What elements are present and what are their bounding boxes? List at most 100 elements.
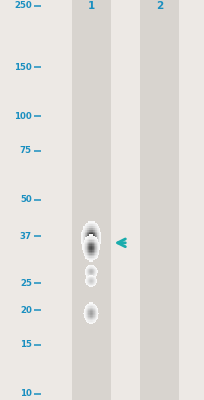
Bar — [95, 240, 96, 242]
Bar — [88, 308, 89, 309]
Bar — [87, 316, 88, 318]
Bar — [94, 275, 95, 276]
Bar — [85, 246, 86, 247]
Bar — [94, 270, 95, 272]
Bar — [88, 266, 89, 268]
Bar — [86, 235, 87, 237]
Bar — [92, 304, 93, 305]
Bar — [92, 266, 93, 268]
Bar — [92, 275, 93, 276]
Bar — [92, 272, 93, 273]
Bar — [83, 249, 84, 250]
Bar — [89, 277, 90, 278]
Bar — [90, 232, 91, 233]
Bar — [91, 272, 92, 273]
Bar — [89, 276, 90, 277]
Bar — [96, 252, 97, 253]
Bar — [88, 235, 89, 237]
Bar — [88, 251, 89, 253]
Bar — [93, 256, 94, 258]
Bar — [96, 250, 97, 252]
Bar — [99, 246, 100, 247]
Bar — [85, 315, 86, 316]
Bar — [87, 311, 88, 313]
Bar — [92, 280, 93, 282]
Bar — [89, 223, 90, 224]
Bar — [93, 268, 94, 270]
Bar — [88, 274, 89, 275]
Bar — [88, 233, 89, 235]
Bar — [84, 253, 85, 255]
Bar — [87, 247, 88, 249]
Bar — [92, 305, 93, 306]
Bar — [87, 285, 88, 286]
Bar — [96, 309, 97, 310]
Bar — [88, 243, 89, 244]
Bar — [87, 283, 88, 284]
Bar — [90, 244, 91, 246]
Bar — [87, 236, 88, 237]
Bar — [84, 249, 85, 251]
Bar — [94, 280, 95, 282]
Bar — [97, 246, 98, 248]
Bar — [90, 273, 91, 274]
Bar — [84, 272, 85, 273]
Bar — [86, 223, 87, 224]
Bar — [100, 239, 101, 240]
Bar — [94, 268, 95, 270]
Bar — [92, 320, 93, 322]
Bar — [88, 223, 89, 224]
Bar — [97, 270, 98, 272]
Bar — [93, 224, 94, 226]
Bar — [84, 315, 85, 316]
Bar — [93, 244, 94, 246]
Bar — [89, 313, 90, 314]
Bar — [89, 265, 90, 266]
Bar — [93, 310, 94, 311]
Bar — [90, 255, 91, 256]
Bar — [84, 244, 85, 246]
Bar — [86, 244, 87, 246]
Bar — [90, 258, 91, 259]
Bar — [82, 244, 83, 246]
Bar — [83, 239, 84, 240]
Bar — [91, 314, 92, 315]
Bar — [89, 268, 90, 270]
Bar — [94, 314, 95, 315]
Bar — [87, 237, 88, 239]
Bar — [94, 256, 95, 258]
Bar — [84, 316, 85, 318]
Bar — [86, 314, 87, 315]
Bar — [94, 283, 95, 284]
Bar — [90, 246, 91, 247]
Bar — [94, 258, 95, 259]
Bar — [94, 247, 95, 249]
Bar — [83, 247, 84, 249]
Bar — [84, 255, 85, 256]
Bar — [92, 226, 93, 228]
Bar — [91, 277, 92, 278]
Bar — [87, 275, 88, 276]
Bar — [89, 259, 90, 260]
Bar — [92, 276, 93, 277]
Bar — [85, 306, 86, 308]
Bar — [90, 275, 91, 276]
Bar — [97, 230, 98, 232]
Bar — [94, 277, 95, 278]
Bar — [87, 258, 88, 259]
Bar — [87, 239, 88, 240]
Bar — [86, 239, 87, 240]
Bar — [91, 253, 92, 255]
Bar — [92, 249, 93, 250]
Bar — [100, 237, 101, 239]
Bar — [99, 244, 100, 246]
Bar — [88, 230, 89, 232]
Bar — [92, 249, 93, 251]
Bar — [91, 308, 92, 309]
Bar — [93, 280, 94, 282]
Bar — [85, 246, 86, 248]
Bar — [100, 233, 101, 235]
Bar — [94, 310, 95, 311]
Bar — [90, 276, 91, 277]
Bar — [93, 249, 94, 250]
